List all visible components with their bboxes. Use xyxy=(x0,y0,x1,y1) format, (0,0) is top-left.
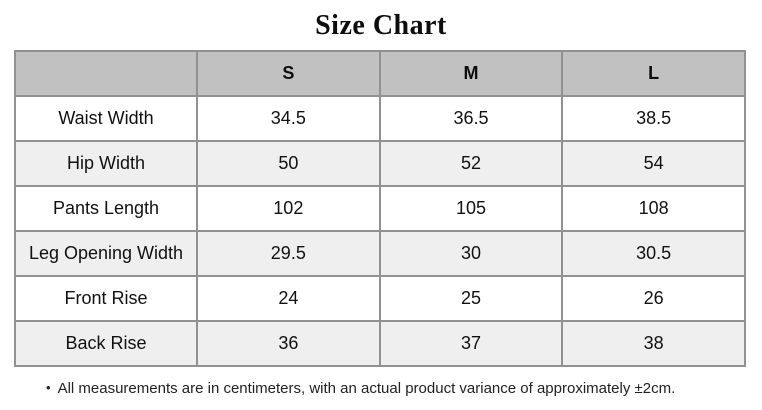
table-row: Front Rise 24 25 26 xyxy=(14,275,746,322)
row-label: Waist Width xyxy=(14,95,198,142)
row-label: Front Rise xyxy=(14,275,198,322)
size-column-header: L xyxy=(561,50,746,97)
size-value: 37 xyxy=(378,320,564,367)
table-row: Leg Opening Width 29.5 30 30.5 xyxy=(14,230,746,277)
size-value: 30.5 xyxy=(561,230,746,277)
table-row: Waist Width 34.5 36.5 38.5 xyxy=(14,95,746,142)
row-label: Pants Length xyxy=(14,185,198,232)
page-title: Size Chart xyxy=(315,10,447,41)
size-value: 50 xyxy=(196,140,381,187)
size-value: 102 xyxy=(196,185,381,232)
table-row: Pants Length 102 105 108 xyxy=(14,185,746,232)
footnote: • All measurements are in centimeters, wi… xyxy=(46,378,762,399)
size-column-header: S xyxy=(196,50,381,97)
corner-header-cell xyxy=(14,50,198,97)
table-row: Back Rise 36 37 38 xyxy=(14,320,746,367)
size-column-header: M xyxy=(378,50,564,97)
size-value: 36.5 xyxy=(378,95,564,142)
size-value: 38 xyxy=(561,320,746,367)
footnote-text: All measurements are in centimeters, wit… xyxy=(57,380,676,397)
size-value: 26 xyxy=(561,275,746,322)
size-value: 30 xyxy=(378,230,564,277)
size-value: 108 xyxy=(561,185,746,232)
bullet-icon: • xyxy=(46,380,51,395)
size-value: 54 xyxy=(561,140,746,187)
row-label: Back Rise xyxy=(14,320,198,367)
size-value: 36 xyxy=(196,320,381,367)
size-value: 24 xyxy=(196,275,381,322)
row-label: Leg Opening Width xyxy=(14,230,198,277)
row-label: Hip Width xyxy=(14,140,198,187)
size-value: 25 xyxy=(378,275,564,322)
size-value: 29.5 xyxy=(196,230,381,277)
table-row: Hip Width 50 52 54 xyxy=(14,140,746,187)
size-value: 38.5 xyxy=(561,95,746,142)
size-value: 52 xyxy=(378,140,564,187)
size-value: 34.5 xyxy=(196,95,381,142)
size-value: 105 xyxy=(378,185,564,232)
